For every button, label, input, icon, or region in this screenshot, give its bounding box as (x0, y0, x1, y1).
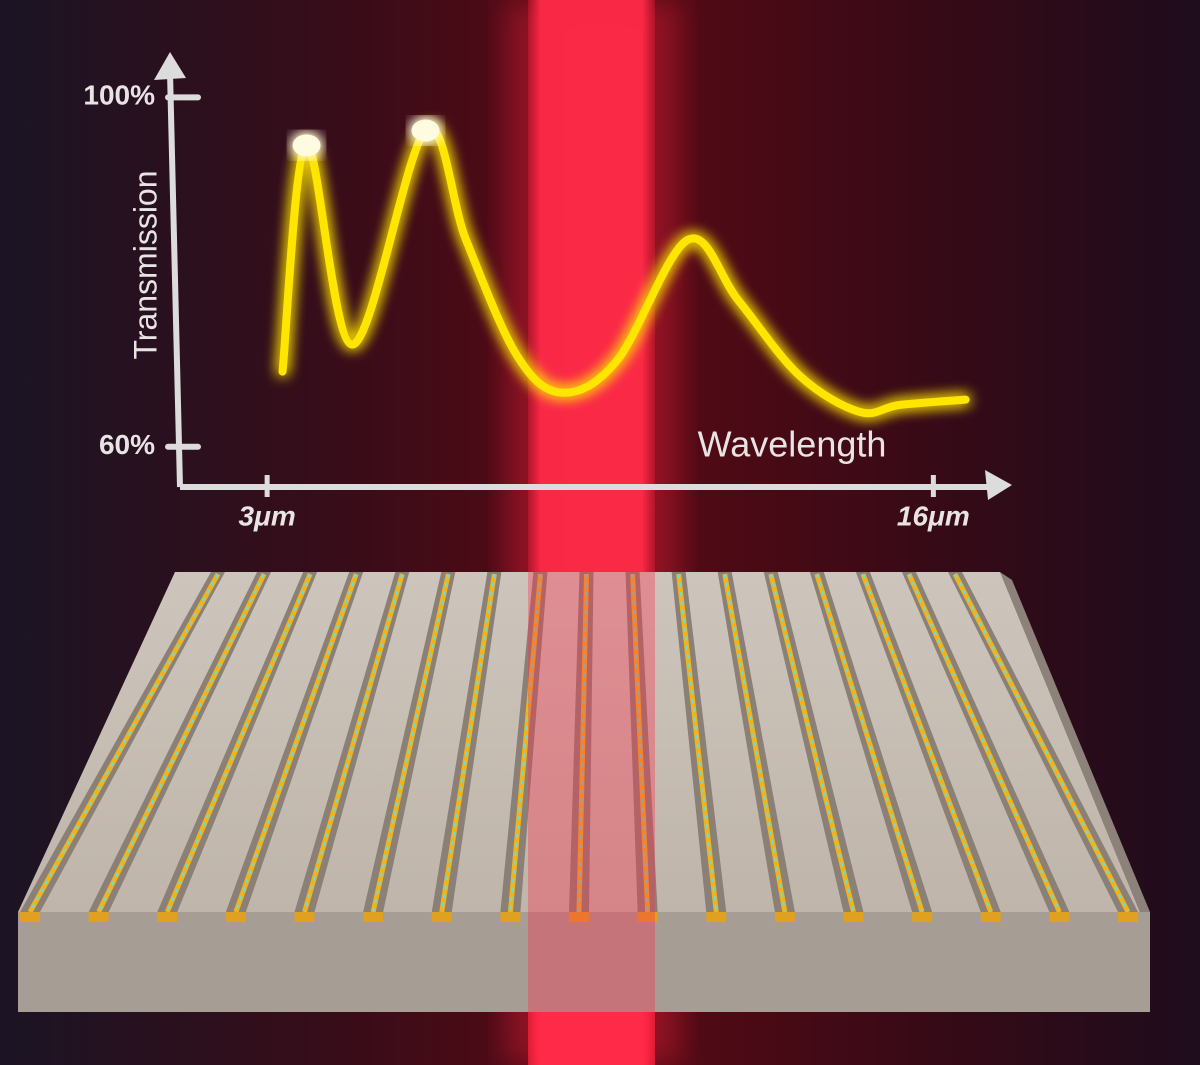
groove-end (980, 912, 1001, 922)
groove-end (637, 912, 658, 922)
x-axis-label: Wavelength (698, 424, 887, 465)
y-axis-label: Transmission (127, 170, 163, 359)
groove-end (843, 912, 864, 922)
y-tick-label: 60% (99, 429, 155, 460)
beam-lower (528, 1012, 655, 1065)
groove-cyan (509, 573, 542, 913)
x-arrow (985, 470, 1012, 500)
groove-end (20, 912, 40, 922)
x-tick-label: 16μm (897, 500, 970, 531)
side-face (1000, 572, 1150, 912)
peak-glow (292, 134, 321, 157)
groove-end (225, 912, 246, 922)
groove-cyan (234, 573, 358, 913)
groove-end (431, 912, 452, 922)
groove-end (912, 912, 933, 922)
groove-cyan (723, 573, 786, 913)
transmission-curve (278, 124, 970, 418)
axes (154, 52, 1012, 500)
groove-cyan (440, 573, 496, 913)
groove-cyan (372, 573, 450, 913)
groove-cyan (861, 573, 992, 913)
y-arrow (154, 52, 186, 80)
groove-cyan (677, 573, 718, 913)
groove-end (1049, 912, 1070, 922)
groove-end (569, 912, 589, 922)
groove-end (706, 912, 727, 922)
groove-end (157, 912, 178, 922)
groove-cyan (954, 573, 1129, 913)
groove-cyan (29, 573, 219, 913)
groove-cyan (631, 573, 649, 913)
groove-gold (96, 572, 267, 914)
groove-gold (814, 573, 925, 913)
beam-overlay (528, 572, 655, 1065)
x-tick-label: 3μm (238, 500, 295, 531)
groove-cyan (166, 573, 312, 913)
groove-end (774, 912, 795, 922)
y-axis (167, 71, 183, 488)
front-face (18, 912, 1150, 1012)
y-tick-label: 100% (83, 80, 155, 111)
groove-cyan (578, 573, 588, 913)
peak-glow (411, 119, 440, 142)
groove-cyan (908, 573, 1061, 913)
groove-cyan (769, 573, 855, 913)
groove-end (500, 912, 521, 922)
groove-gold (302, 573, 405, 913)
groove-end (294, 912, 315, 922)
grating (18, 572, 1150, 1012)
groove-end (88, 912, 109, 922)
groove-end (363, 912, 384, 922)
groove-end (1118, 912, 1138, 922)
